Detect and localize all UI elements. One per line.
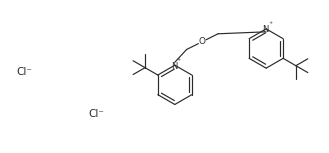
Text: ⁺: ⁺ (177, 57, 181, 66)
Text: Cl⁻: Cl⁻ (88, 109, 104, 119)
Text: N: N (262, 25, 268, 34)
Text: N: N (171, 62, 177, 71)
Text: Cl⁻: Cl⁻ (17, 67, 33, 77)
Text: O: O (199, 37, 206, 46)
Text: ⁺: ⁺ (268, 21, 272, 30)
